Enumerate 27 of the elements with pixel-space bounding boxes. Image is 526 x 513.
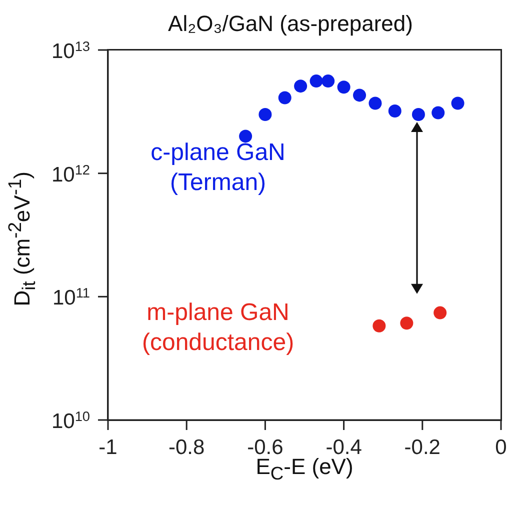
point	[388, 104, 402, 118]
y-tick-label: 10$^{10}$	[51, 408, 90, 433]
y-tick-label: 10$^{13}$	[51, 38, 90, 63]
point	[434, 306, 447, 320]
point	[310, 74, 323, 88]
x-tick-label: -0.8	[168, 436, 205, 459]
point	[412, 108, 425, 121]
x-tick-label: -0.2	[404, 436, 440, 459]
y-tick-label: 10$^{12}$	[51, 162, 90, 186]
point	[400, 316, 414, 330]
chart-title: Al₂O₃/GaN (as-prepared)	[167, 10, 414, 38]
point	[432, 106, 445, 120]
point	[294, 80, 308, 93]
text: m-plane GaN (conductance)	[140, 298, 296, 358]
point	[337, 80, 350, 94]
point	[451, 96, 464, 110]
point	[372, 319, 386, 332]
series-label: c-plane GaN (Terman)	[150, 138, 286, 198]
point	[322, 74, 335, 88]
point	[278, 91, 292, 104]
x-tick-label: -1	[98, 436, 118, 459]
point	[239, 130, 252, 143]
point	[258, 108, 272, 121]
x-tick-label: 0	[495, 436, 507, 459]
point	[353, 88, 366, 102]
y-tick-label: 10$^{11}$	[52, 285, 90, 310]
point	[368, 96, 382, 110]
